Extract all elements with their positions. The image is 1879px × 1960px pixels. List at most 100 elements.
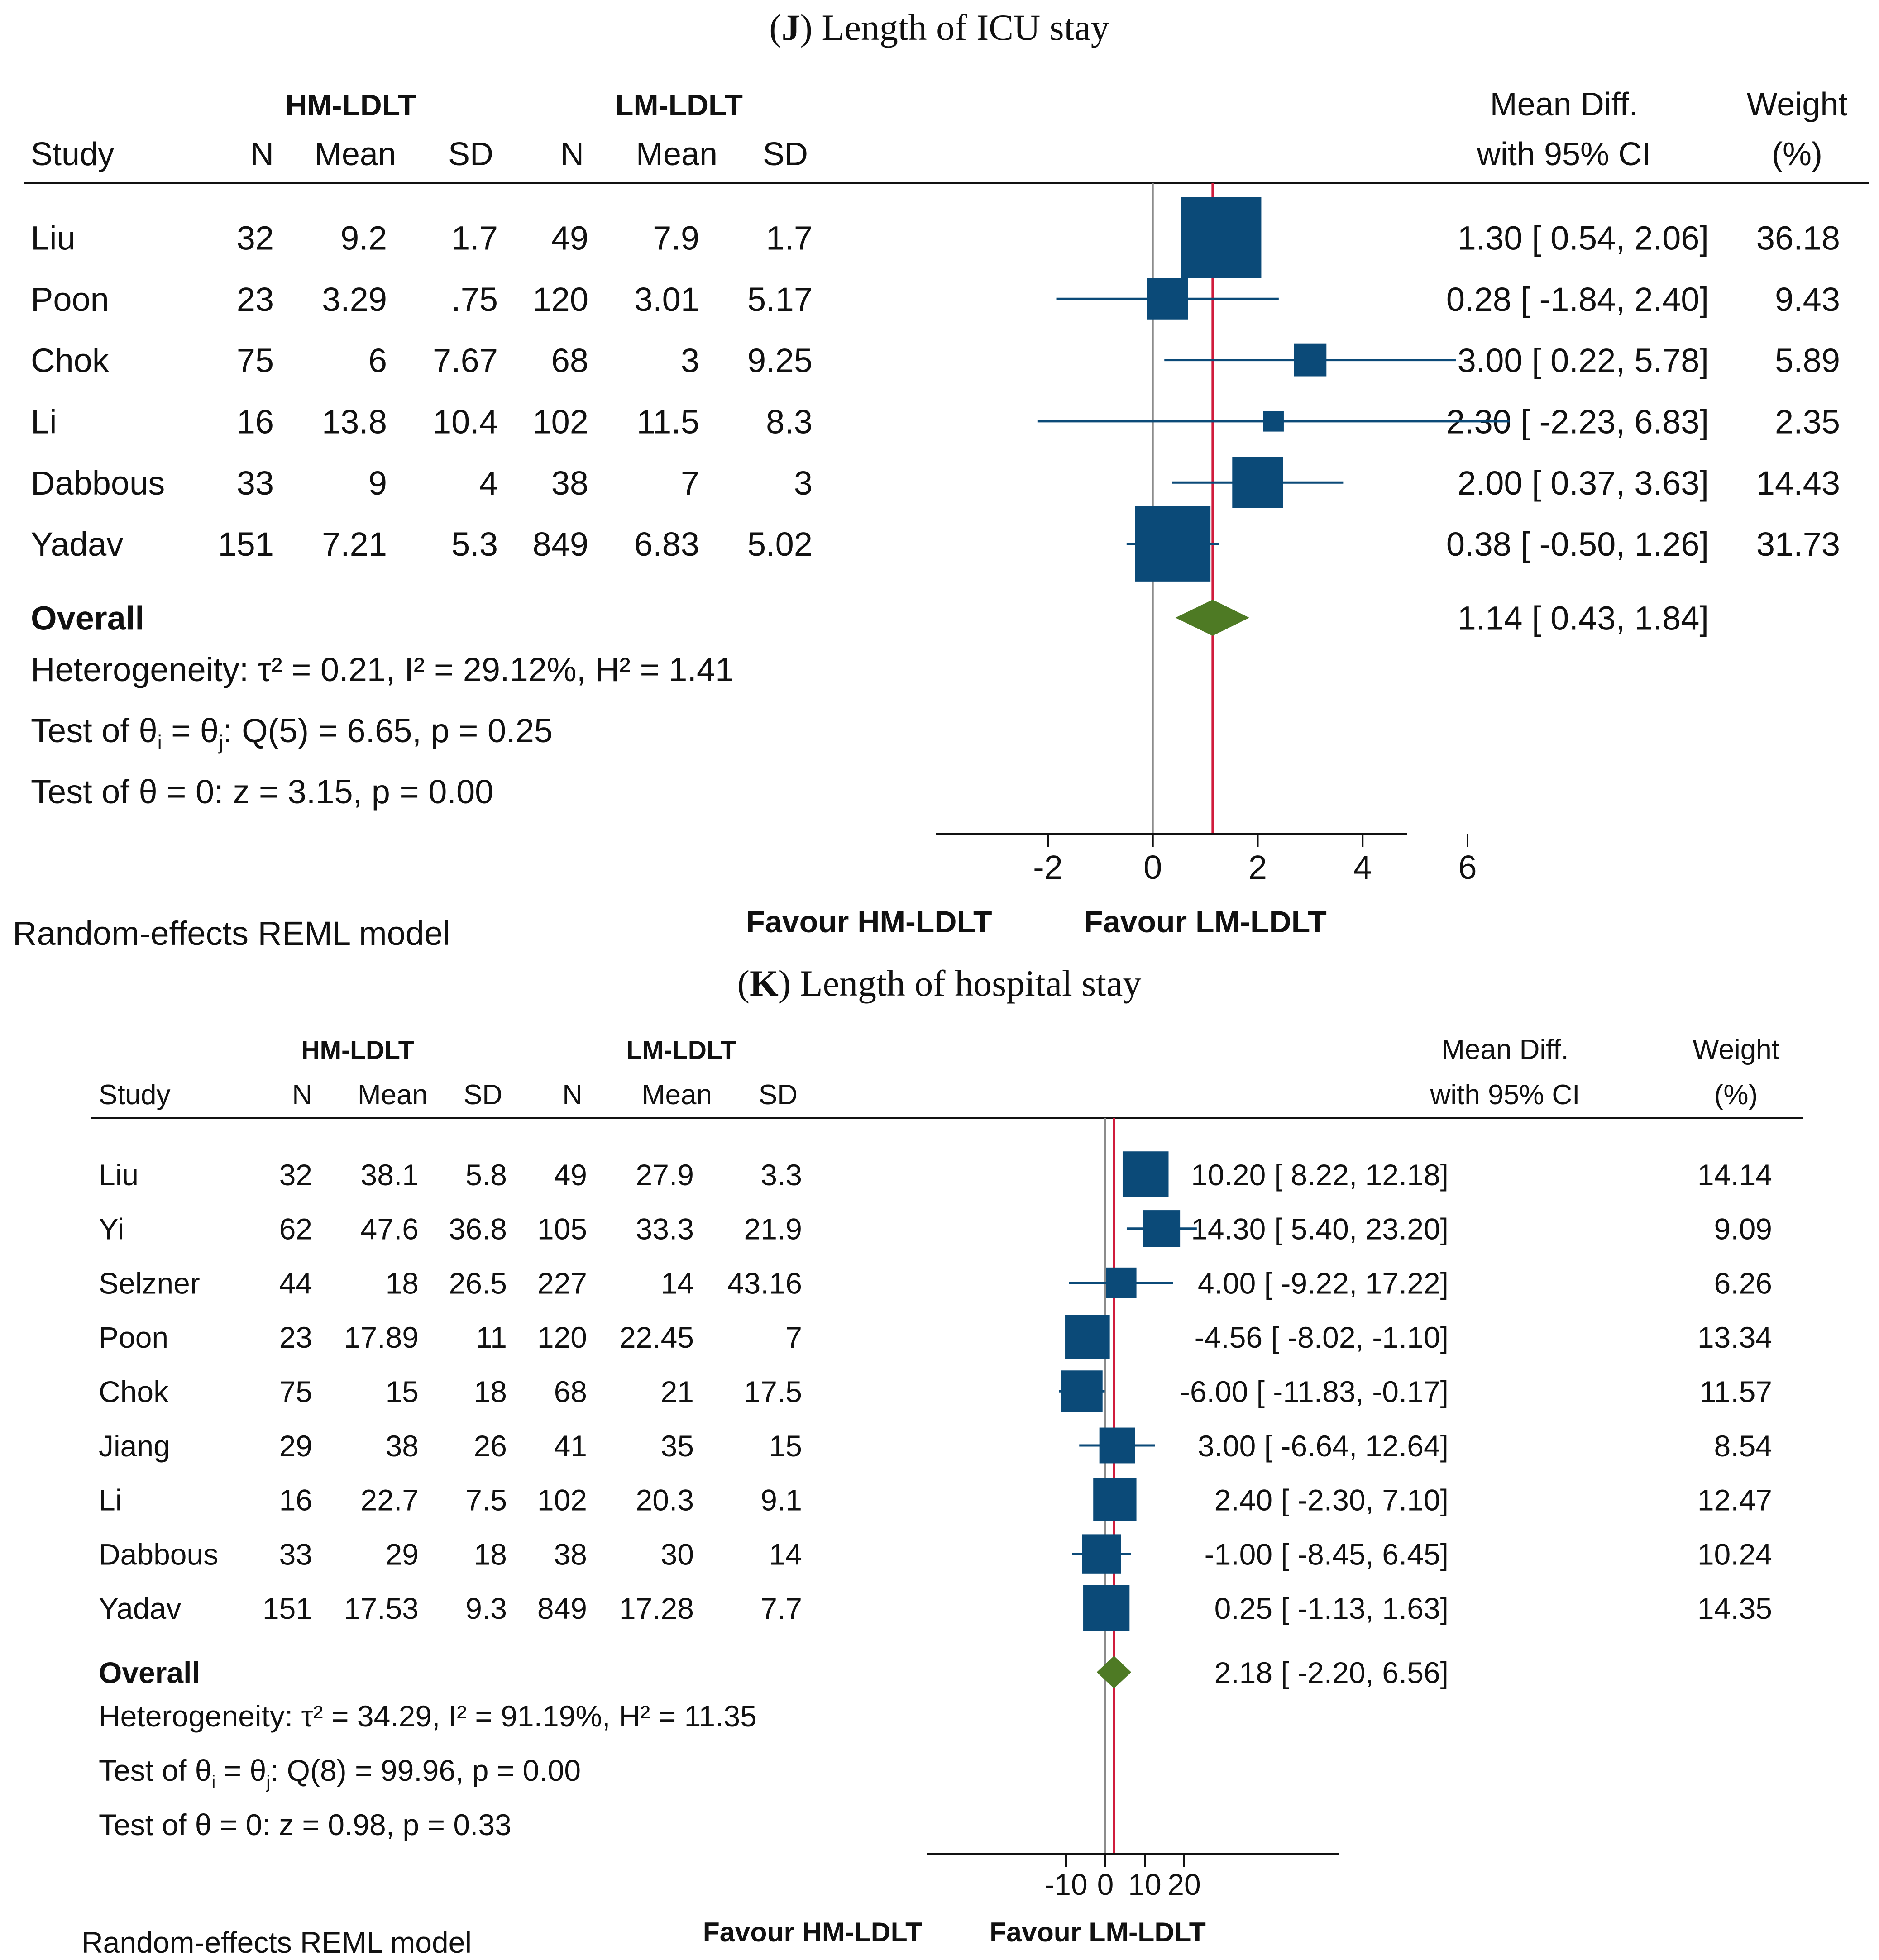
study-name: Li (99, 1483, 122, 1517)
col-header-sd2: SD (759, 1079, 798, 1111)
sd-lm: 9.1 (760, 1483, 802, 1517)
study-name: Poon (31, 281, 109, 318)
col-header-n2: N (560, 136, 584, 172)
mean-diff-ci: 2.40 [ -2.30, 7.10] (1214, 1483, 1449, 1517)
mean-diff-ci: 10.20 [ 8.22, 12.18] (1191, 1158, 1449, 1192)
study-row: Dabbous 33 9 4 38 7 3 2.00 [ 0.37, 3.63] 14.43 (31, 457, 1840, 508)
group-header-lm: LM-LDLT (615, 89, 743, 122)
test-homogeneity-suffix: : Q(5) = 6.65, p = 0.25 (223, 712, 553, 749)
sd-hm: 26.5 (449, 1266, 507, 1300)
study-row: Yadav 151 17.53 9.3 849 17.28 7.7 0.25 [ -1.13,… (99, 1585, 1772, 1631)
weight-percent: 9.43 (1775, 281, 1840, 318)
sd-lm: 5.17 (747, 281, 813, 318)
sd-lm: 3.3 (760, 1158, 802, 1192)
weight-percent: 8.54 (1714, 1429, 1772, 1463)
weight-percent: 2.35 (1775, 403, 1840, 441)
mean-hm: 29 (386, 1537, 419, 1571)
n-hm: 33 (279, 1537, 312, 1571)
favour-hm-label: Favour HM-LDLT (746, 905, 992, 939)
caption-letter: K (750, 963, 779, 1004)
x-tick-label: 10 (1128, 1868, 1161, 1901)
sd-hm: 7.5 (465, 1483, 507, 1517)
study-name: Li (31, 403, 57, 441)
study-name: Dabbous (31, 464, 165, 502)
sd-lm: 15 (769, 1429, 802, 1463)
mean-lm: 27.9 (636, 1158, 694, 1192)
sd-hm: .75 (451, 281, 498, 318)
mean-lm: 7 (681, 464, 699, 502)
study-row: Liu 32 9.2 1.7 49 7.9 1.7 1.30 [ 0.54, 2.06] 36.… (31, 197, 1840, 278)
weight-percent: 14.43 (1756, 464, 1840, 502)
n-hm: 23 (279, 1321, 312, 1354)
col-header-weight-line1: Weight (1747, 86, 1848, 123)
favour-hm-label: Favour HM-LDLT (703, 1917, 923, 1947)
n-hm: 16 (279, 1483, 312, 1517)
mean-diff-ci: 0.25 [ -1.13, 1.63] (1214, 1592, 1449, 1625)
mean-diff-ci: 0.28 [ -1.84, 2.40] (1446, 281, 1709, 318)
study-row: Yadav 151 7.21 5.3 849 6.83 5.02 0.38 [ -0.50, … (31, 506, 1840, 582)
mean-hm: 18 (386, 1266, 419, 1300)
study-row: Li 16 13.8 10.4 102 11.5 8.3 2.30 [ -2.23, 6.83… (31, 403, 1840, 441)
study-name: Jiang (99, 1429, 170, 1463)
col-header-n1: N (292, 1079, 312, 1111)
caption-paren: ( (769, 7, 781, 48)
group-header-lm: LM-LDLT (626, 1036, 736, 1065)
study-marker (1061, 1370, 1103, 1412)
study-row: Chok 75 15 18 68 21 17.5 -6.00 [ -11.83, -0.17]… (99, 1370, 1772, 1412)
overall-diamond (1175, 600, 1249, 636)
sd-hm: 10.4 (433, 403, 498, 441)
n-hm: 151 (263, 1592, 312, 1625)
test-homogeneity-mid: = θ (162, 712, 219, 749)
mean-lm: 17.28 (619, 1592, 694, 1625)
study-name: Yi (99, 1212, 124, 1246)
mean-diff-ci: -6.00 [ -11.83, -0.17] (1180, 1375, 1449, 1408)
mean-hm: 9 (368, 464, 387, 502)
sd-lm: 3 (794, 464, 813, 502)
weight-percent: 12.47 (1697, 1483, 1772, 1517)
sd-lm: 43.16 (727, 1266, 802, 1300)
sd-lm: 7.7 (760, 1592, 802, 1625)
col-header-sd1: SD (464, 1079, 502, 1111)
n-lm: 849 (537, 1592, 587, 1625)
test-homogeneity: Test of θi = θj: Q(5) = 6.65, p = 0.25 (31, 712, 553, 754)
caption-text: ) Length of ICU stay (800, 7, 1109, 48)
n-hm: 62 (279, 1212, 312, 1246)
n-lm: 49 (551, 219, 588, 257)
n-lm: 68 (551, 342, 588, 379)
model-note: Random-effects REML model (81, 1926, 472, 1959)
mean-lm: 33.3 (636, 1212, 694, 1246)
panel-j: (J) Length of ICU stay HM-LDLT LM-LDLT Stud… (13, 7, 1869, 952)
study-marker (1232, 457, 1283, 508)
panel-k: (K) Length of hospital stay HM-LDLT LM-LDL… (81, 963, 1803, 1959)
mean-hm: 7.21 (322, 525, 387, 563)
sd-lm: 5.02 (747, 525, 813, 563)
mean-hm: 17.53 (344, 1592, 419, 1625)
mean-lm: 35 (661, 1429, 694, 1463)
group-header-hm: HM-LDLT (301, 1036, 414, 1065)
sd-hm: 26 (474, 1429, 507, 1463)
n-lm: 105 (537, 1212, 587, 1246)
mean-lm: 3 (681, 342, 699, 379)
sd-hm: 18 (474, 1375, 507, 1408)
weight-percent: 14.14 (1697, 1158, 1772, 1192)
mean-diff-ci: -4.56 [ -8.02, -1.10] (1195, 1321, 1449, 1354)
caption-letter: J (782, 7, 800, 48)
study-marker (1065, 1315, 1110, 1359)
mean-lm: 3.01 (634, 281, 699, 318)
col-header-md-line2: with 95% CI (1477, 136, 1651, 172)
mean-lm: 7.9 (653, 219, 699, 257)
n-lm: 227 (537, 1266, 587, 1300)
test-homogeneity-mid: = θ (215, 1754, 266, 1787)
col-header-mean1: Mean (315, 136, 396, 172)
col-header-n2: N (562, 1079, 583, 1111)
test-homogeneity-sub-j: j (218, 732, 223, 754)
sd-lm: 8.3 (766, 403, 813, 441)
col-header-mean1: Mean (358, 1079, 428, 1111)
sd-lm: 17.5 (744, 1375, 802, 1408)
x-tick-label: 0 (1143, 849, 1162, 886)
test-homogeneity-sub-j: j (266, 1772, 270, 1792)
caption-paren: ( (737, 963, 750, 1004)
n-hm: 23 (237, 281, 274, 318)
mean-diff-ci: -1.00 [ -8.45, 6.45] (1205, 1537, 1449, 1571)
study-marker (1263, 411, 1284, 432)
